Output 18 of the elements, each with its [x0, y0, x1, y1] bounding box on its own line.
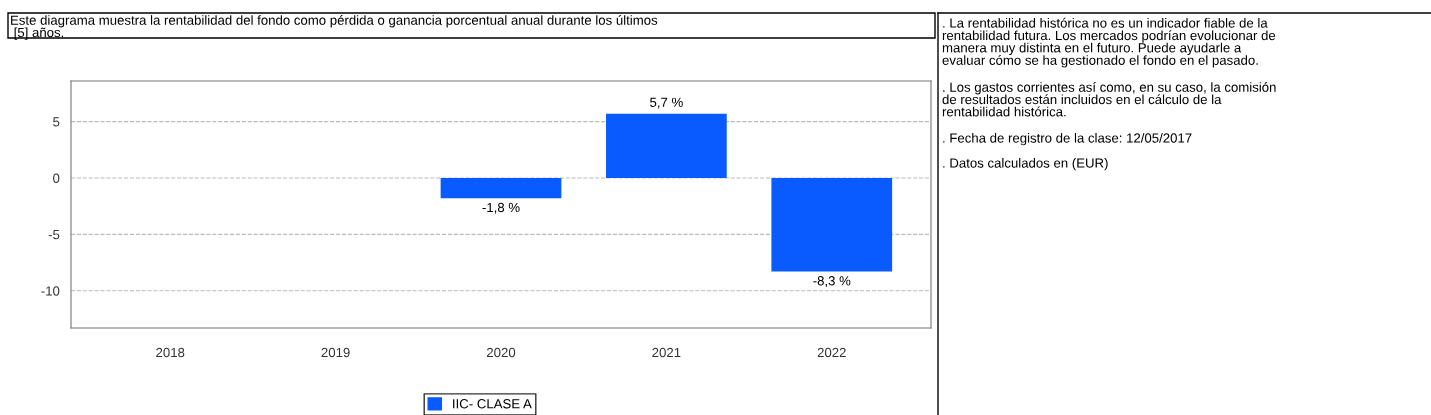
- text: . Datos calculados en (EUR): [943, 158, 1108, 171]
- data-label: -8,3 %: [813, 276, 851, 288]
- y-tick-label: -10: [41, 286, 60, 296]
- y-tick-label: -5: [48, 230, 60, 240]
- chart-title: Este diagrama muestra la rentabilidad del fondo como pérdida o ganancia porcentual anual durante los últimos [5] años.: [11, 15, 658, 40]
- text: . Los gastos corrientes así como, en su caso, la comisión de resultados están incluidos en el cálculo de la rentabilidad histórica.: [942, 82, 1276, 117]
- data-label: -1,8 %: [482, 202, 520, 214]
- x-tick-label: 2020: [486, 347, 516, 358]
- x-tick-label: 2021: [652, 347, 681, 358]
- x-tick-label: 2022: [817, 347, 846, 358]
- y-tick-label: 0: [53, 173, 60, 183]
- text: . Fecha de registro de la clase: 12/05/2017: [943, 133, 1192, 146]
- x-tick-label: 2019: [321, 347, 350, 358]
- legend-label: IIC- CLASE A: [453, 399, 532, 409]
- data-label: 5,7 %: [650, 97, 683, 109]
- x-tick-label: 2018: [156, 347, 185, 358]
- y-tick-label: 5: [53, 117, 60, 127]
- text: . La rentabilidad histórica no es un indicador fiable de la rentabilidad futura. Los mercados podrían evolucionar de manera muy distinta en el futuro. Puede ayudarle a evaluar cómo se ha gestionado el fondo en el pasado.: [942, 17, 1276, 68]
